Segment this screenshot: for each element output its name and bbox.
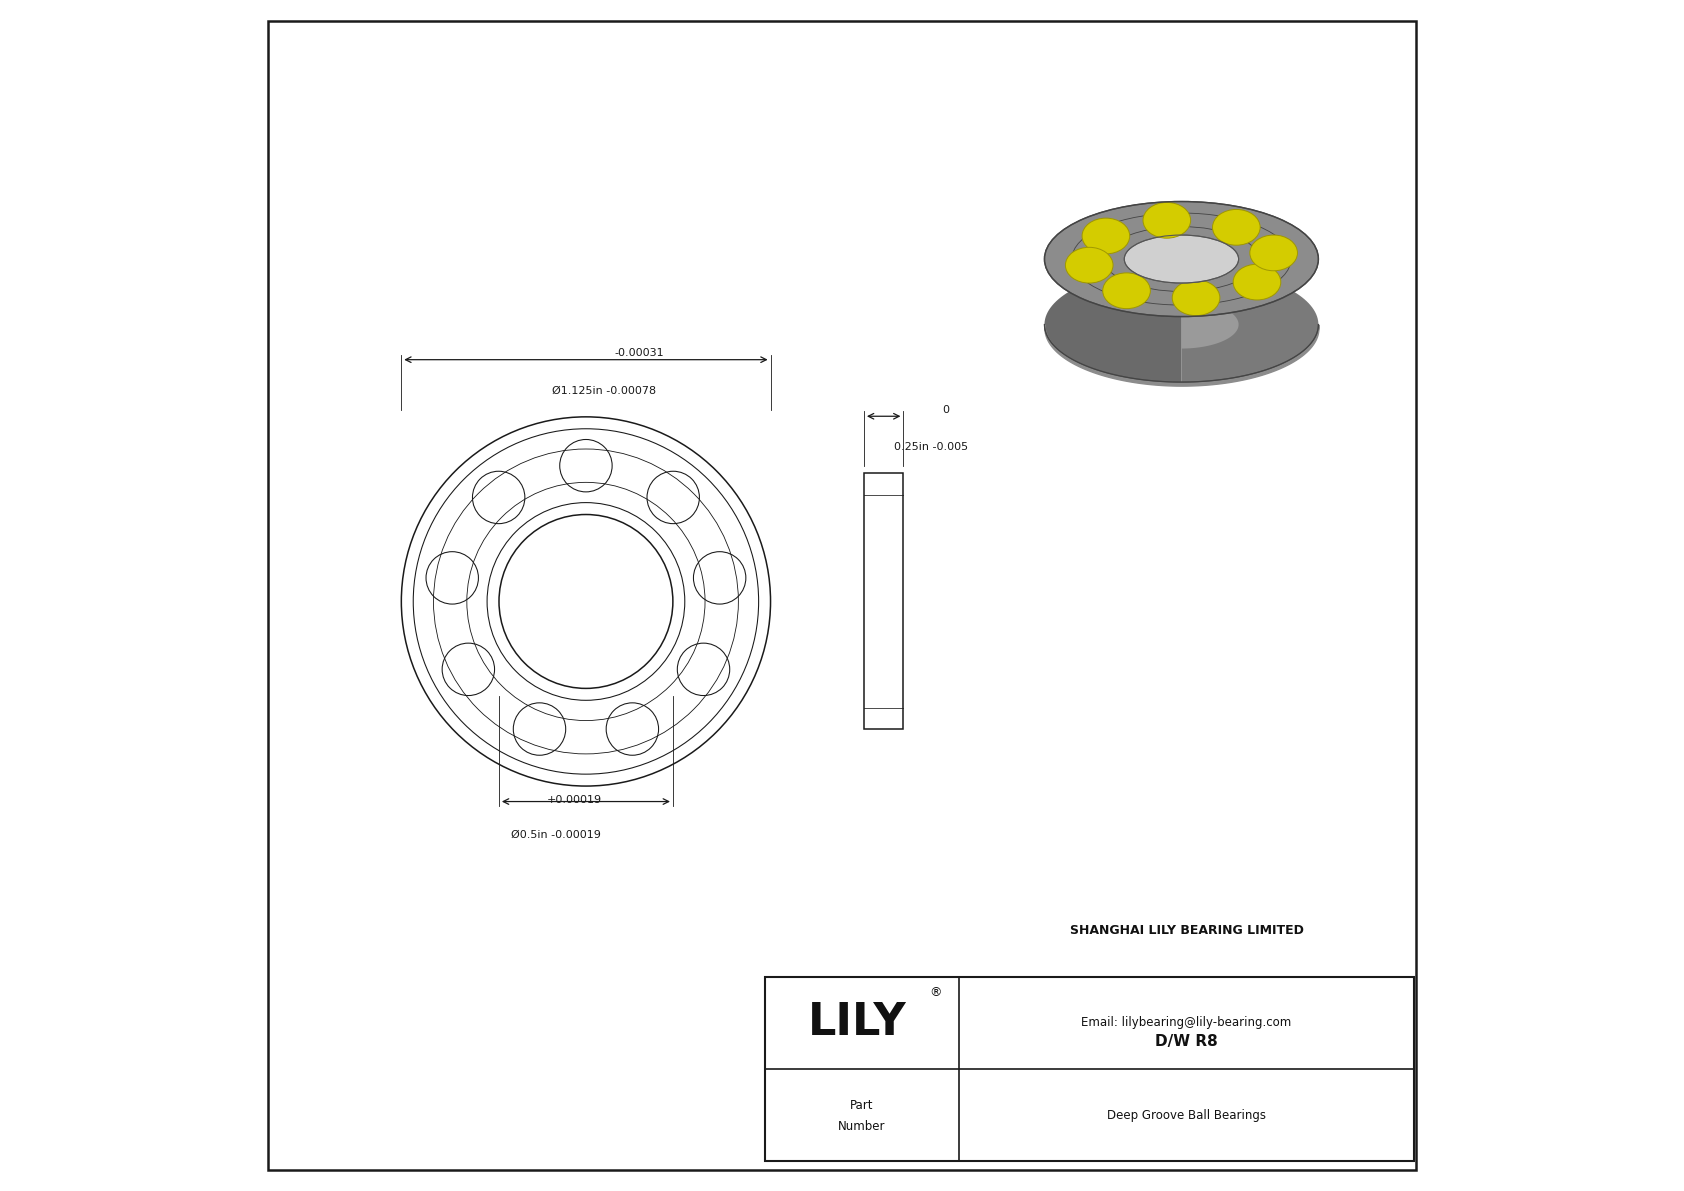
Ellipse shape <box>1125 235 1239 283</box>
Ellipse shape <box>1143 202 1191 238</box>
Text: D/W R8: D/W R8 <box>1155 1034 1218 1049</box>
Text: Ø1.125in -0.00078: Ø1.125in -0.00078 <box>552 386 655 395</box>
Ellipse shape <box>1233 264 1282 300</box>
Ellipse shape <box>1103 273 1150 308</box>
Ellipse shape <box>1044 201 1319 317</box>
Ellipse shape <box>1083 218 1130 254</box>
Text: Ø0.5in -0.00019: Ø0.5in -0.00019 <box>512 830 601 840</box>
Polygon shape <box>1182 235 1239 349</box>
Text: 0: 0 <box>941 405 950 414</box>
Ellipse shape <box>1066 248 1113 283</box>
Text: Number: Number <box>839 1121 886 1134</box>
Ellipse shape <box>1250 235 1297 270</box>
Text: +0.00019: +0.00019 <box>547 796 601 805</box>
Bar <box>765 977 1413 1161</box>
Text: SHANGHAI LILY BEARING LIMITED: SHANGHAI LILY BEARING LIMITED <box>1069 924 1303 937</box>
Polygon shape <box>1044 201 1182 382</box>
Bar <box>864 473 903 729</box>
Text: ®: ® <box>930 986 941 999</box>
Text: LILY: LILY <box>808 1002 906 1045</box>
Ellipse shape <box>1172 280 1219 316</box>
Polygon shape <box>1182 201 1319 382</box>
Text: 0.25in -0.005: 0.25in -0.005 <box>894 442 968 453</box>
Text: -0.00031: -0.00031 <box>615 349 665 358</box>
Text: Email: lilybearing@lily-bearing.com: Email: lilybearing@lily-bearing.com <box>1081 1016 1292 1029</box>
Text: Part: Part <box>850 1099 874 1112</box>
Text: Deep Groove Ball Bearings: Deep Groove Ball Bearings <box>1106 1109 1266 1122</box>
Ellipse shape <box>1212 210 1260 245</box>
